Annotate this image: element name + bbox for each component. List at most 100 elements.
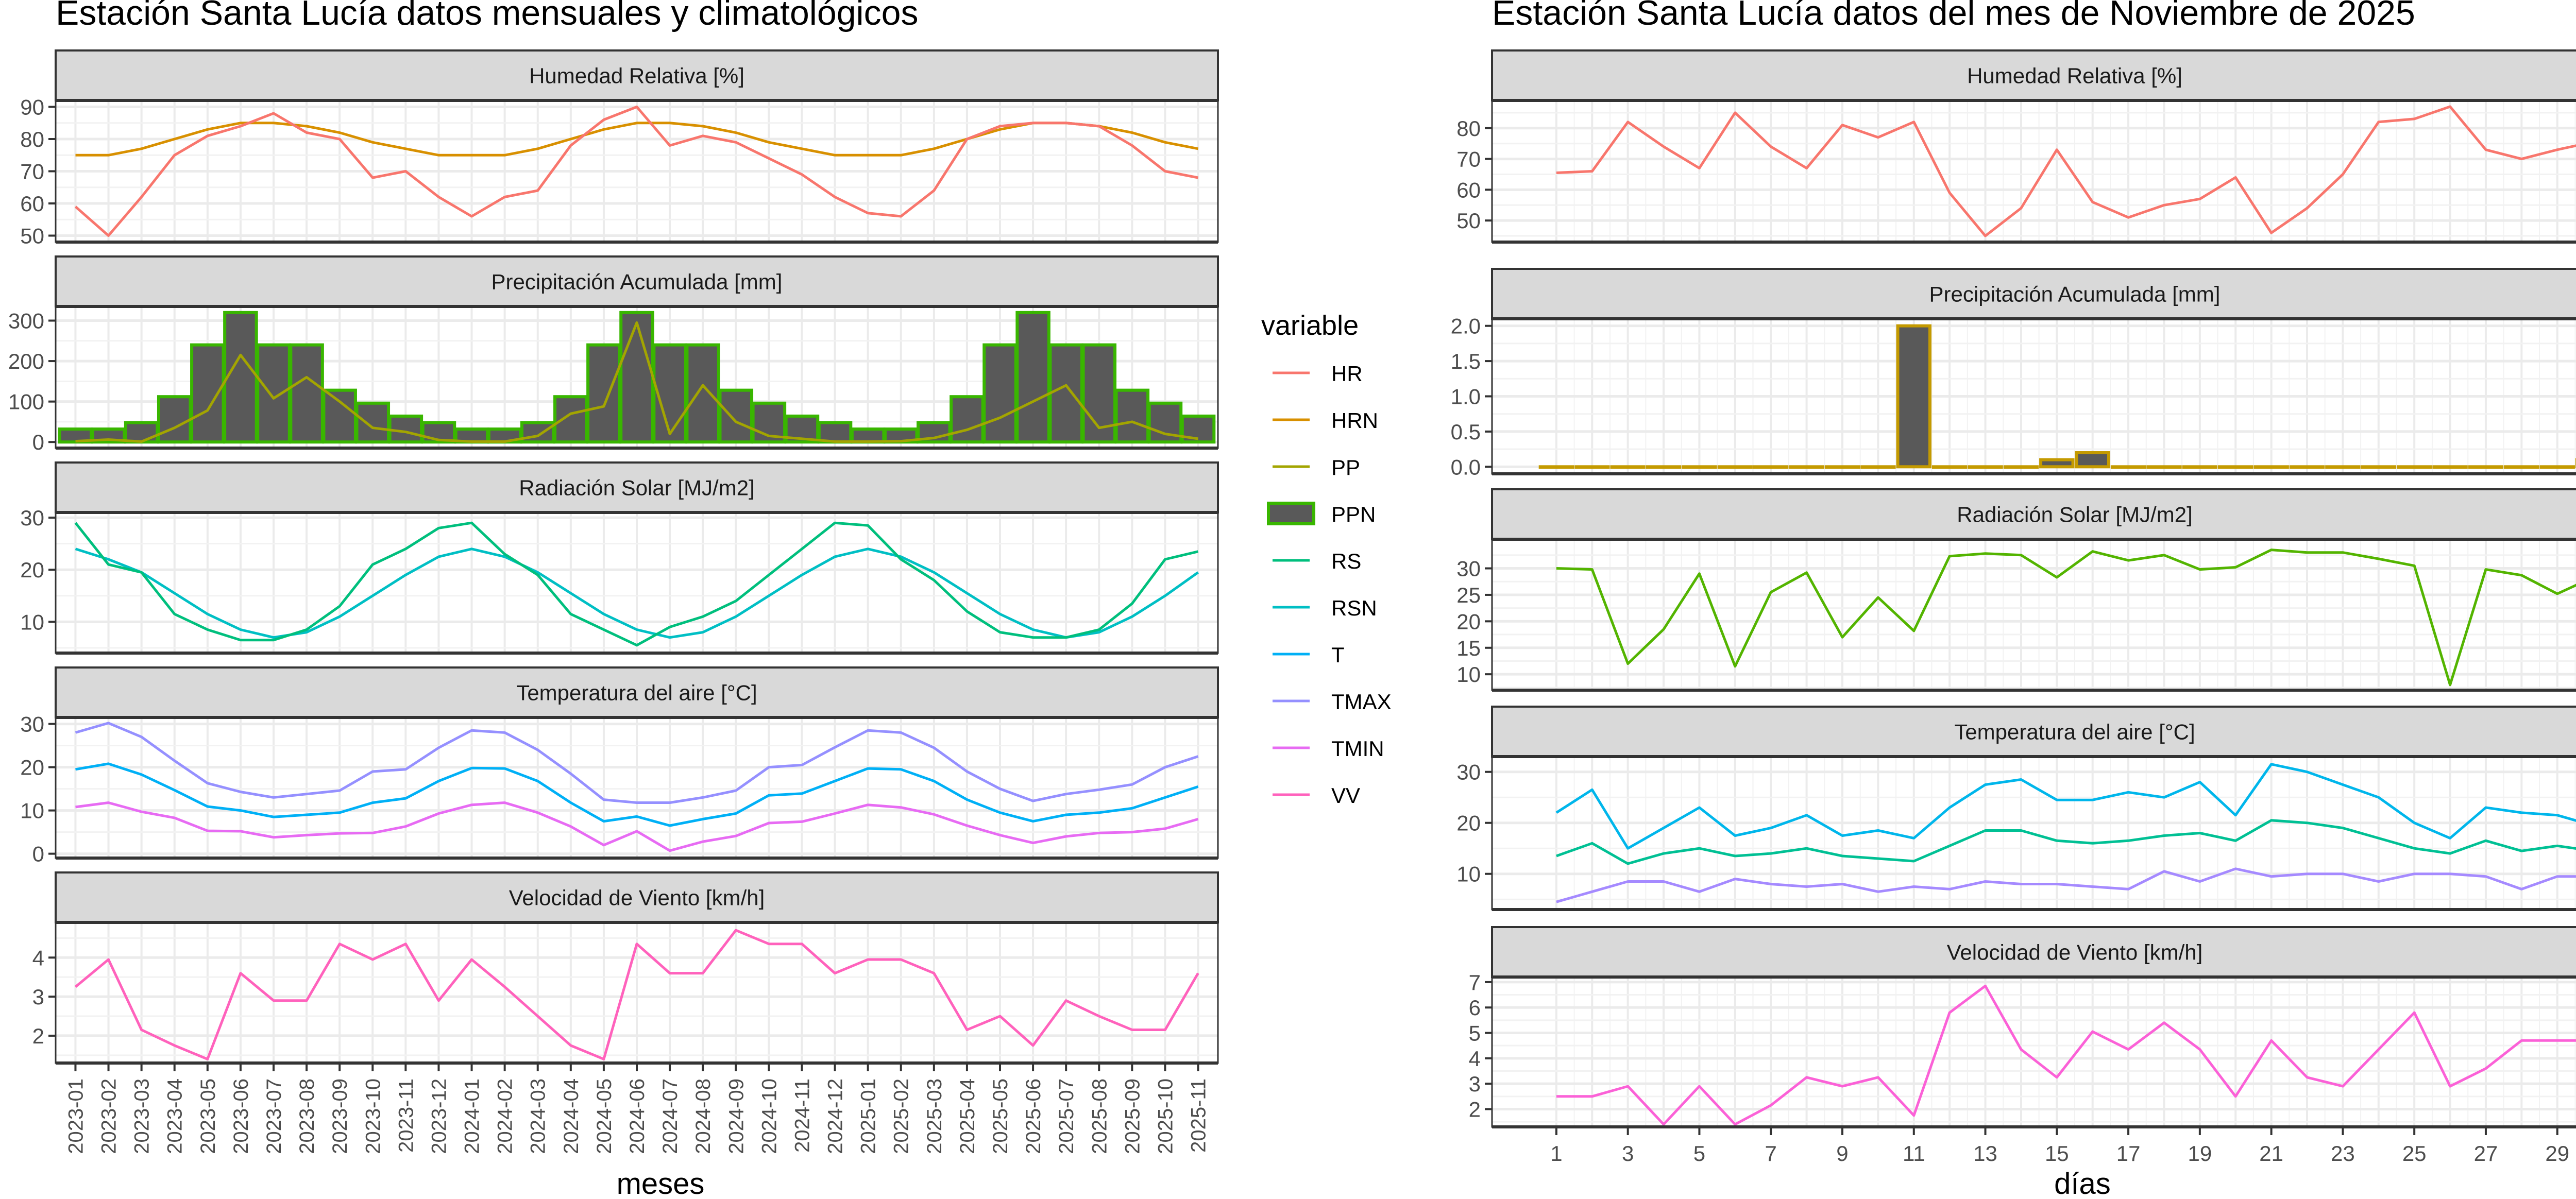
- legend-label: HR: [1331, 362, 1363, 386]
- panel-strip: [1491, 49, 2576, 101]
- y-tick-label: 300: [8, 309, 44, 333]
- panel-strip-label: Humedad Relativa [%]: [529, 64, 744, 88]
- panel-1: Precipitación Acumulada [mm] 0.0 0.5 1.0 1.5…: [1451, 268, 2576, 479]
- panel-strip-label: Precipitación Acumulada [mm]: [1929, 282, 2221, 306]
- y-tick-label: 30: [20, 506, 44, 530]
- y-tick-label: 50: [20, 224, 44, 248]
- y-tick-label: 7: [1469, 970, 1481, 995]
- panel-4: Velocidad de Viento [km/h] 2 3 4: [32, 871, 1219, 1065]
- panel-border: [1491, 318, 2576, 475]
- y-tick-label: 4: [1469, 1047, 1481, 1071]
- legend-item: PP: [1273, 455, 1360, 479]
- bar-ppn: [157, 395, 192, 444]
- series-line-t: [1556, 819, 2576, 865]
- left-chart: Humedad Relativa [%] 50 60 70 80 90 Precipitac…: [8, 49, 1392, 1154]
- y-tick-label: 2: [32, 1024, 44, 1048]
- legend-label: PP: [1331, 455, 1360, 479]
- panel-strip: [1491, 268, 2576, 320]
- panel-strip: [1491, 488, 2576, 540]
- bar-ppn: [718, 388, 754, 444]
- x-tick-label: 29: [2545, 1141, 2569, 1166]
- bar-ppn: [124, 421, 159, 444]
- x-tick-label: 2025-05: [989, 1078, 1012, 1154]
- legend-label: TMAX: [1331, 690, 1392, 714]
- y-tick-label: 4: [32, 946, 44, 970]
- y-tick-label: 100: [8, 390, 44, 414]
- panel-3: Temperatura del aire [°C] 0 10 20 30: [20, 666, 1219, 866]
- x-tick-label: 23: [2331, 1141, 2355, 1166]
- panel-strip-label: Velocidad de Viento [km/h]: [1947, 940, 2203, 965]
- y-tick-label: 0: [32, 842, 44, 866]
- panel-border: [1491, 99, 2576, 243]
- x-tick-label: 15: [2045, 1141, 2069, 1166]
- panel-border: [1491, 538, 2576, 691]
- legend-label: VV: [1331, 783, 1360, 808]
- x-tick-label: 2025-03: [923, 1078, 946, 1154]
- bar-ppn: [850, 427, 886, 444]
- series-line-hr: [1556, 105, 2576, 237]
- legend-key-bar: [1267, 502, 1315, 525]
- y-tick-label: 3: [1469, 1072, 1481, 1096]
- y-tick-label: 10: [20, 610, 44, 634]
- x-tick-label: 2023-03: [131, 1078, 154, 1154]
- x-tick-label: 2025-01: [857, 1078, 880, 1154]
- left-chart-title: Estación Santa Lucía datos mensuales y c…: [56, 0, 918, 32]
- panel-strip: [55, 871, 1219, 923]
- y-tick-label: 10: [20, 799, 44, 823]
- legend-item: T: [1273, 643, 1345, 667]
- legend-label: HRN: [1331, 408, 1378, 433]
- x-tick-label: 2024-10: [758, 1078, 781, 1154]
- x-tick-label: 2025-07: [1055, 1078, 1078, 1154]
- bar-ppn: [553, 395, 588, 444]
- x-tick-label: 11: [1903, 1141, 1925, 1166]
- y-tick-label: 60: [20, 192, 44, 216]
- y-tick-label: 2: [1469, 1097, 1481, 1121]
- bar-ppn: [652, 343, 687, 444]
- legend-item: PPN: [1267, 502, 1376, 526]
- bar-ppn: [817, 421, 853, 444]
- y-tick-label: 20: [1456, 811, 1481, 835]
- x-tick-label: 5: [1693, 1141, 1705, 1166]
- right-chart: Humedad Relativa [%] 50 60 70 80 Precipitació…: [1451, 49, 2576, 1166]
- panel-border: [55, 99, 1219, 243]
- bar-ppn: [355, 401, 391, 444]
- x-tick-label: 2025-06: [1022, 1078, 1045, 1154]
- y-tick-label: 80: [1456, 116, 1481, 141]
- x-tick-label: 2024-09: [725, 1078, 748, 1154]
- x-tick-label: 7: [1765, 1141, 1777, 1166]
- panel-0: Humedad Relativa [%] 50 60 70 80: [1456, 49, 2576, 244]
- y-tick-label: 10: [1456, 862, 1481, 886]
- bar-ppn: [289, 343, 324, 444]
- x-tick-label: 2024-04: [560, 1078, 583, 1154]
- x-tick-label: 2023-05: [197, 1078, 219, 1154]
- legend-item: RS: [1273, 549, 1361, 573]
- x-tick-label: 2023-04: [164, 1078, 187, 1154]
- x-tick-label: 2024-06: [626, 1078, 649, 1154]
- y-tick-label: 0: [32, 430, 44, 454]
- panel-border: [1491, 976, 2576, 1128]
- left-x-axis-label: meses: [617, 1167, 705, 1199]
- x-tick-label: 2025-10: [1154, 1078, 1177, 1154]
- y-tick-label: 1.0: [1451, 385, 1481, 409]
- x-tick-label: 2025-02: [890, 1078, 913, 1154]
- legend-label: TMIN: [1331, 736, 1384, 761]
- x-tick-label: 2024-01: [461, 1078, 484, 1154]
- x-tick-label: 2023-08: [296, 1078, 318, 1154]
- bar-ppn: [1114, 388, 1150, 444]
- legend-label: RSN: [1331, 596, 1377, 620]
- y-tick-label: 3: [32, 985, 44, 1009]
- legend-item: TMAX: [1273, 690, 1392, 714]
- x-tick-label: 2023-09: [329, 1078, 351, 1154]
- panel-border: [55, 305, 1219, 449]
- panel-border: [55, 511, 1219, 654]
- legend-item: RSN: [1273, 596, 1377, 620]
- panel-0: Humedad Relativa [%] 50 60 70 80 90: [20, 49, 1219, 248]
- y-tick-label: 5: [1469, 1021, 1481, 1046]
- x-tick-label: 2024-05: [593, 1078, 616, 1154]
- bar-pp: [2075, 451, 2110, 469]
- panel-strip: [55, 49, 1219, 101]
- plot-area: [1492, 100, 2576, 242]
